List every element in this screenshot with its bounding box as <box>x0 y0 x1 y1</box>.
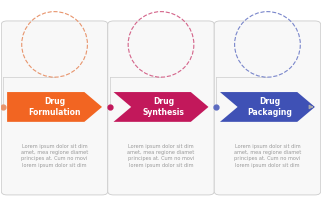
Text: Lorem ipsum dolor sit dim
amet, mea regione diamet
principes at. Cum no movi
lor: Lorem ipsum dolor sit dim amet, mea regi… <box>128 144 194 168</box>
Text: Drug
Synthesis: Drug Synthesis <box>143 97 185 117</box>
FancyBboxPatch shape <box>108 21 214 195</box>
FancyBboxPatch shape <box>1 21 108 195</box>
Polygon shape <box>220 92 315 122</box>
FancyBboxPatch shape <box>214 21 321 195</box>
Text: Drug
Packaging: Drug Packaging <box>248 97 292 117</box>
Polygon shape <box>114 92 208 122</box>
Text: Lorem ipsum dolor sit dim
amet, mea regione diamet
principes at. Cum no movi
lor: Lorem ipsum dolor sit dim amet, mea regi… <box>21 144 88 168</box>
Text: Lorem ipsum dolor sit dim
amet, mea regione diamet
principes at. Cum no movi
lor: Lorem ipsum dolor sit dim amet, mea regi… <box>234 144 301 168</box>
Text: Drug
Formulation: Drug Formulation <box>28 97 81 117</box>
Polygon shape <box>7 92 102 122</box>
